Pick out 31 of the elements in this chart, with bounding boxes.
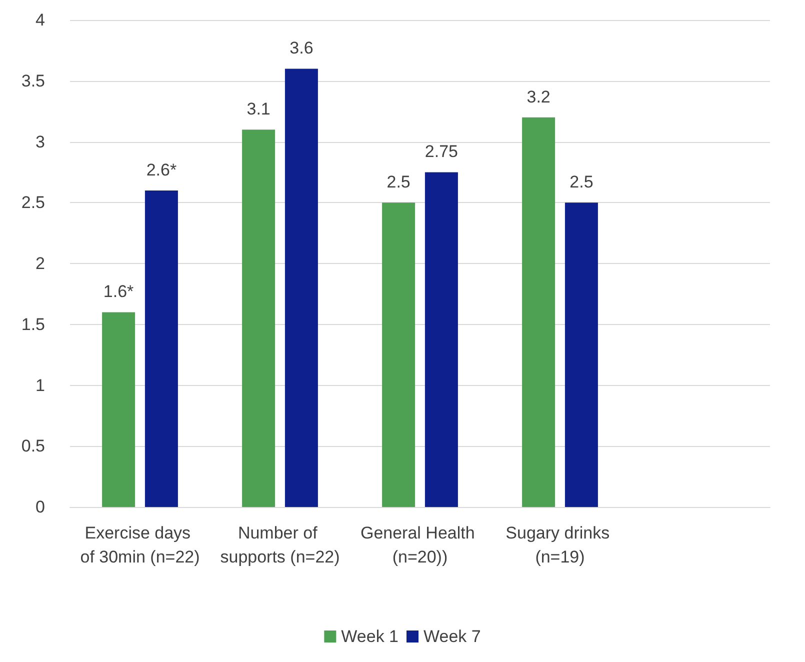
bar bbox=[382, 202, 416, 507]
x-tick-label: Sugary drinks (n=19) bbox=[506, 524, 614, 566]
data-label: 3.1 bbox=[246, 100, 270, 119]
bar bbox=[102, 312, 136, 507]
y-tick-label: 1.5 bbox=[21, 314, 45, 334]
data-label: 3.2 bbox=[526, 87, 550, 106]
y-tick-label: 0 bbox=[36, 498, 45, 516]
data-label: 3.6 bbox=[290, 38, 314, 58]
x-tick-label: Exercise days of 30min (n=22) bbox=[80, 524, 200, 566]
bar bbox=[424, 172, 458, 507]
y-tick-label: 2 bbox=[36, 254, 45, 273]
data-label: 2.5 bbox=[570, 172, 594, 192]
data-label: 1.6* bbox=[103, 282, 134, 302]
y-tick-label: 3 bbox=[36, 132, 45, 152]
bar bbox=[284, 68, 318, 507]
y-tick-label: 0.5 bbox=[21, 436, 45, 456]
data-label: 2.5 bbox=[386, 172, 410, 192]
data-label: 2.6* bbox=[146, 160, 177, 180]
y-tick-label: 2.5 bbox=[21, 193, 45, 212]
y-tick-label: 4 bbox=[36, 10, 45, 30]
y-tick-label: 1 bbox=[36, 376, 45, 395]
x-tick-label: General Health (n=20)) bbox=[360, 524, 480, 566]
bar bbox=[522, 117, 556, 507]
x-tick-label: Number of supports (n=22) bbox=[220, 524, 340, 566]
legend-label: Week 1 bbox=[341, 627, 399, 646]
data-label: 2.75 bbox=[424, 142, 458, 162]
legend-label: Week 7 bbox=[424, 627, 481, 646]
y-tick-label: 3.5 bbox=[21, 71, 45, 90]
bar bbox=[564, 202, 598, 507]
bar bbox=[144, 190, 178, 507]
bar bbox=[242, 130, 276, 507]
